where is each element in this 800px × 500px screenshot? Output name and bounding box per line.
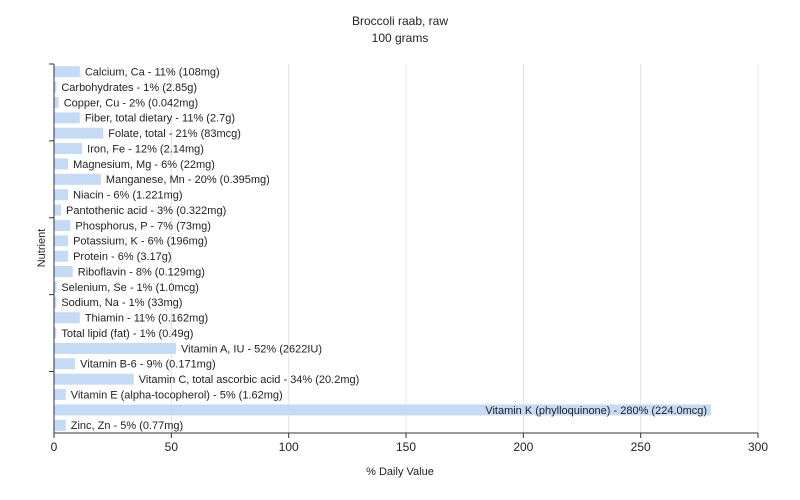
bar <box>54 235 69 247</box>
x-tick-label: 50 <box>165 440 179 454</box>
chart-subtitle: 100 grams <box>372 31 429 45</box>
bar-label: Potassium, K - 6% (196mg) <box>73 236 208 248</box>
bar <box>54 127 104 139</box>
bar <box>54 419 66 431</box>
bar <box>54 389 66 401</box>
bar <box>54 143 83 155</box>
bar-label: Sodium, Na - 1% (33mg) <box>61 297 182 309</box>
bar-label: Riboflavin - 8% (0.129mg) <box>78 266 205 278</box>
bar-label: Total lipid (fat) - 1% (0.49g) <box>61 328 193 340</box>
bar-label: Protein - 6% (3.17g) <box>73 251 171 263</box>
bar <box>54 404 712 416</box>
bar-label: Magnesium, Mg - 6% (22mg) <box>73 159 215 171</box>
bar <box>54 266 73 278</box>
bar <box>54 66 80 78</box>
bar-label: Vitamin B-6 - 9% (0.171mg) <box>80 359 216 371</box>
bar-label: Vitamin C, total ascorbic acid - 34% (20… <box>139 374 360 386</box>
bar-label: Iron, Fe - 12% (2.14mg) <box>87 143 204 155</box>
bar <box>54 373 134 385</box>
bar <box>54 158 69 170</box>
bar-label: Pantothenic acid - 3% (0.322mg) <box>66 205 226 217</box>
x-axis-label: % Daily Value <box>366 466 434 478</box>
bar-label: Selenium, Se - 1% (1.0mcg) <box>61 282 199 294</box>
bar-label: Fiber, total dietary - 11% (2.7g) <box>85 113 235 125</box>
bar <box>54 327 57 339</box>
bar <box>54 358 76 370</box>
bar-label: Zinc, Zn - 5% (0.77mg) <box>71 420 183 432</box>
bar-label: Manganese, Mn - 20% (0.395mg) <box>106 174 270 186</box>
y-axis-label: Nutrient <box>36 229 48 268</box>
bar <box>54 189 69 201</box>
bar <box>54 96 59 108</box>
bar-label: Folate, total - 21% (83mcg) <box>108 128 241 140</box>
bar <box>54 81 57 93</box>
x-tick-label: 250 <box>631 440 651 454</box>
chart-title: Broccoli raab, raw <box>352 14 448 28</box>
bar-label: Carbohydrates - 1% (2.85g) <box>61 82 197 94</box>
x-tick-label: 150 <box>396 440 416 454</box>
bar <box>54 296 57 308</box>
bar <box>54 112 80 124</box>
bar-label: Calcium, Ca - 11% (108mg) <box>85 67 220 79</box>
bar-label: Phosphorus, P - 7% (73mg) <box>75 220 211 232</box>
bar <box>54 219 71 231</box>
bar-label: Thiamin - 11% (0.162mg) <box>85 313 208 325</box>
bar <box>54 250 69 262</box>
x-tick-label: 200 <box>513 440 533 454</box>
x-tick-label: 0 <box>51 440 58 454</box>
bar-label: Vitamin K (phylloquinone) - 280% (224.0m… <box>485 405 707 417</box>
bar <box>54 173 101 185</box>
bar-label: Copper, Cu - 2% (0.042mg) <box>64 97 199 109</box>
bar <box>54 312 80 324</box>
bar-label: Vitamin A, IU - 52% (2622IU) <box>181 343 322 355</box>
x-tick-label: 100 <box>279 440 299 454</box>
bar-label: Vitamin E (alpha-tocopherol) - 5% (1.62m… <box>71 389 283 401</box>
bar <box>54 281 57 293</box>
bar-label: Niacin - 6% (1.221mg) <box>73 190 182 202</box>
bar <box>54 204 62 216</box>
bar <box>54 342 177 354</box>
x-tick-label: 300 <box>748 440 768 454</box>
